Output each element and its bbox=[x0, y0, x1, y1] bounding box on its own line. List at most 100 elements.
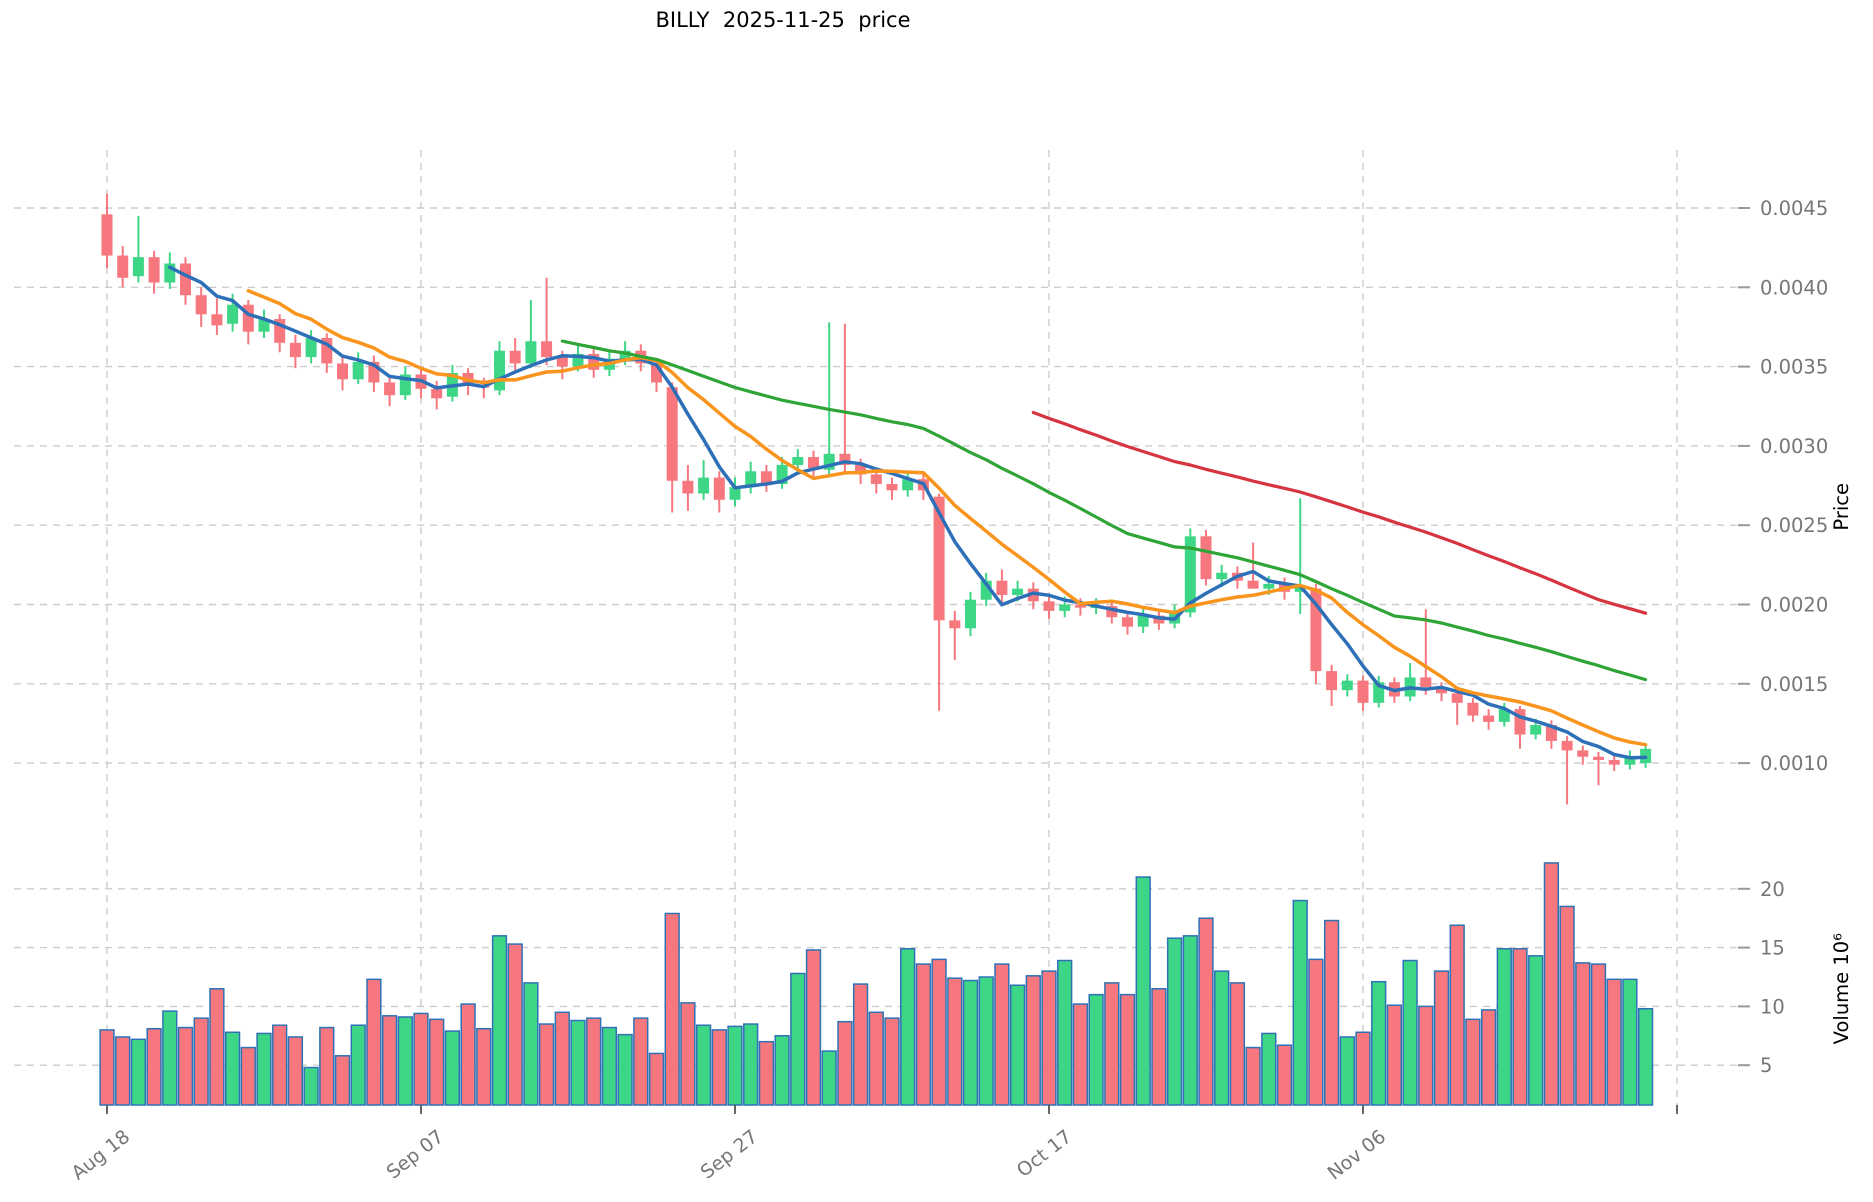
volume-bar bbox=[1386, 1004, 1403, 1106]
x-tick-label: Nov 06 bbox=[1323, 1126, 1390, 1185]
candle-body bbox=[886, 483, 898, 491]
x-tick-label: Sep 27 bbox=[697, 1126, 763, 1184]
volume-tick-label: 15 bbox=[1760, 937, 1785, 960]
candle-body bbox=[1357, 680, 1369, 703]
volume-bar bbox=[397, 1016, 413, 1106]
volume-bar bbox=[664, 912, 680, 1106]
volume-bar bbox=[1512, 948, 1528, 1106]
volume-bar bbox=[1166, 937, 1183, 1106]
volume-bar bbox=[1339, 1036, 1355, 1106]
volume-bar bbox=[1355, 1031, 1371, 1106]
candle-body bbox=[1498, 709, 1510, 722]
candle-body bbox=[572, 353, 584, 367]
volume-bar bbox=[381, 1015, 398, 1106]
volume-bar bbox=[1151, 988, 1167, 1106]
volume-bar bbox=[962, 979, 979, 1106]
candle-body bbox=[227, 304, 239, 324]
price-tick-label: 0.0035 bbox=[1760, 356, 1828, 379]
price-tick-label: 0.0045 bbox=[1760, 197, 1828, 220]
price-tick-label: 0.0030 bbox=[1760, 435, 1828, 458]
volume-bar bbox=[805, 949, 822, 1106]
volume-bar bbox=[1575, 962, 1591, 1106]
volume-bar bbox=[1433, 970, 1450, 1106]
candle-body bbox=[933, 496, 945, 621]
ma-line-ma30 bbox=[560, 339, 1648, 682]
volume-bar bbox=[491, 935, 508, 1106]
volume-bar bbox=[476, 1027, 492, 1106]
candle-body bbox=[1451, 693, 1463, 703]
volume-bar bbox=[1449, 924, 1465, 1106]
volume-bar bbox=[287, 1036, 304, 1106]
volume-bar bbox=[1606, 978, 1622, 1106]
volume-bar bbox=[272, 1024, 288, 1106]
candle-body bbox=[1012, 588, 1024, 595]
candle-body bbox=[1530, 725, 1542, 735]
volume-bar bbox=[444, 1030, 461, 1106]
ma-line-ma60 bbox=[1031, 410, 1648, 615]
candle-body bbox=[1483, 715, 1495, 722]
candle-body bbox=[180, 263, 191, 296]
volume-bar bbox=[1041, 970, 1057, 1106]
volume-bar bbox=[1182, 935, 1198, 1106]
candle-body bbox=[1326, 671, 1338, 691]
candle-body bbox=[1514, 709, 1526, 735]
candle-body bbox=[195, 295, 207, 315]
candle-body bbox=[305, 338, 317, 358]
candle-body bbox=[870, 474, 882, 484]
candle-body bbox=[1263, 583, 1275, 589]
volume-bar bbox=[350, 1024, 366, 1106]
candle-body bbox=[1420, 677, 1432, 687]
candle-body bbox=[101, 214, 113, 256]
volume-bar bbox=[1009, 984, 1026, 1106]
volume-bar bbox=[994, 963, 1010, 1106]
candle-body bbox=[713, 477, 725, 500]
volume-bar bbox=[224, 1031, 241, 1106]
candle-body bbox=[541, 341, 553, 358]
candle-body bbox=[1561, 740, 1573, 751]
candle-body bbox=[274, 319, 286, 343]
price-tick-label: 0.0010 bbox=[1760, 752, 1828, 775]
moving-averages-layer bbox=[168, 265, 1648, 760]
volume-bar bbox=[900, 948, 916, 1106]
candle-body bbox=[1137, 615, 1149, 627]
candle-body bbox=[808, 457, 819, 469]
candle-body bbox=[164, 263, 176, 283]
volume-bar bbox=[177, 1026, 194, 1106]
volume-bar bbox=[1261, 1032, 1277, 1106]
candle-body bbox=[1043, 601, 1055, 611]
candle-body bbox=[776, 464, 788, 484]
volume-bar bbox=[758, 1040, 775, 1106]
volume-bar bbox=[115, 1036, 131, 1106]
volume-bar bbox=[507, 943, 523, 1106]
volume-bar bbox=[146, 1027, 162, 1106]
volume-bar bbox=[1276, 1044, 1293, 1106]
candle-body bbox=[1122, 617, 1133, 627]
price-axis-label: Price bbox=[1830, 483, 1853, 531]
candle-body bbox=[996, 580, 1008, 595]
volume-bar bbox=[1057, 959, 1073, 1106]
candle-body bbox=[1106, 606, 1118, 618]
volume-bar bbox=[1229, 982, 1246, 1106]
volume-bar bbox=[790, 972, 806, 1106]
volume-bar bbox=[538, 1023, 555, 1106]
axis-ticks-layer bbox=[106, 207, 1750, 1114]
candle-body bbox=[745, 471, 757, 488]
volume-bar bbox=[554, 1011, 570, 1106]
candle-body bbox=[1341, 680, 1353, 691]
candle-body bbox=[494, 350, 505, 391]
volume-bar bbox=[1622, 978, 1638, 1106]
gridlines-layer bbox=[14, 150, 1742, 1105]
candle-body bbox=[242, 304, 254, 332]
candle-body bbox=[902, 479, 914, 491]
candle-body bbox=[1247, 580, 1259, 589]
candle-body bbox=[1216, 572, 1228, 580]
x-tick-label: Sep 07 bbox=[383, 1126, 449, 1184]
candle-body bbox=[368, 361, 380, 383]
volume-bar bbox=[1214, 970, 1230, 1106]
volume-bar bbox=[1025, 975, 1041, 1106]
price-tick-label: 0.0015 bbox=[1760, 673, 1828, 696]
volume-bar bbox=[256, 1032, 272, 1106]
volume-bar bbox=[1590, 963, 1607, 1106]
candle-body bbox=[760, 471, 772, 484]
